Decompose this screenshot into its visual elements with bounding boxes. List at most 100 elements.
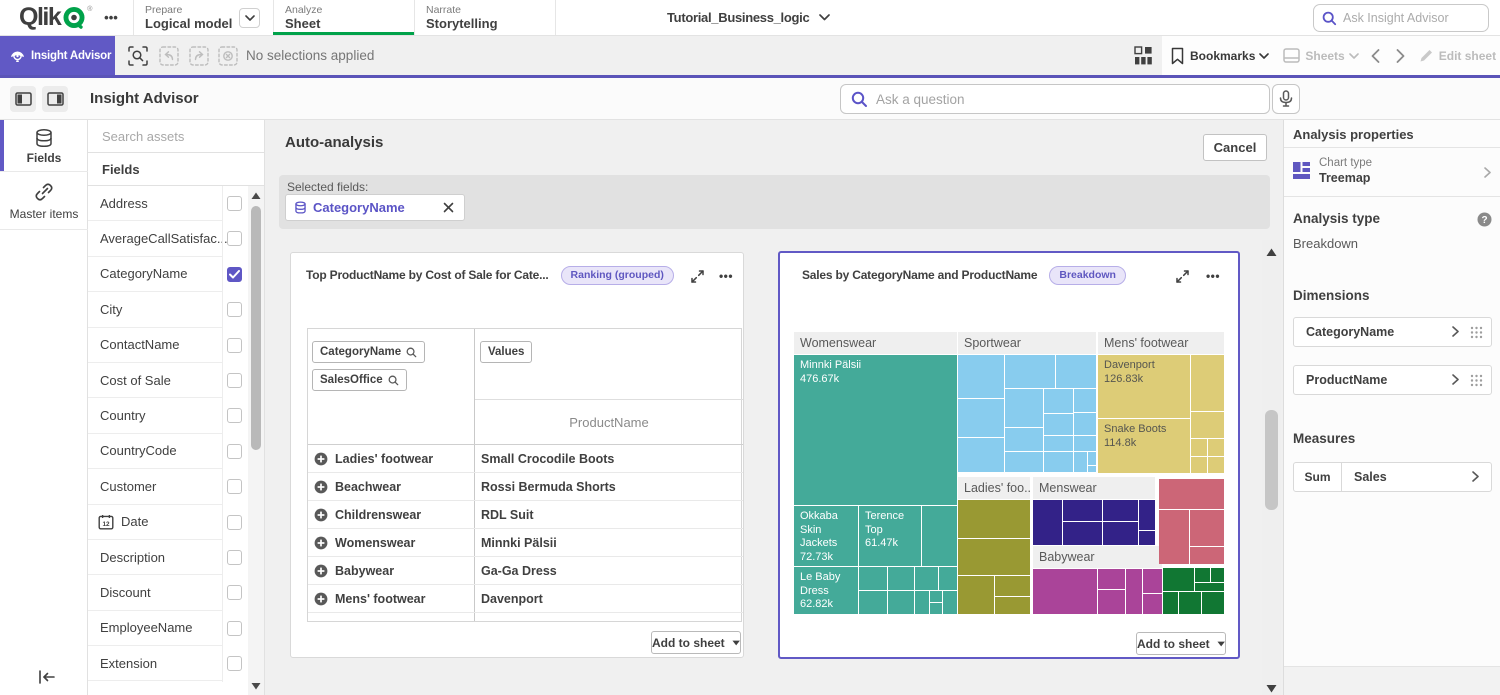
treemap-cell[interactable]: Terence Top 61.47k xyxy=(859,506,921,566)
treemap-cell[interactable] xyxy=(1143,594,1162,614)
rail-tab-master-items[interactable]: Master items xyxy=(0,172,88,230)
field-item-customer[interactable]: Customer xyxy=(88,469,222,505)
global-menu-dots-icon[interactable]: ••• xyxy=(104,10,118,25)
treemap-cell[interactable] xyxy=(1159,479,1224,509)
treemap-cell[interactable] xyxy=(1126,569,1142,614)
field-item-employeename[interactable]: EmployeeName xyxy=(88,611,222,647)
treemap-cell[interactable] xyxy=(930,603,942,614)
treemap-cell[interactable] xyxy=(1139,531,1155,545)
field-checkbox-city[interactable] xyxy=(227,302,242,318)
search-assets-input[interactable]: Search assets xyxy=(88,120,264,153)
pivot-category-cell[interactable]: Babywear xyxy=(335,564,395,578)
treemap-cell[interactable]: Le Baby Dress 62.82k xyxy=(794,567,858,614)
expand-icon[interactable] xyxy=(1173,267,1191,285)
add-to-sheet-button[interactable]: Add to sheet xyxy=(1136,632,1226,655)
pivot-category-cell[interactable]: Childrenswear xyxy=(335,508,422,522)
pivot-product-cell[interactable]: Davenport xyxy=(481,592,543,606)
scroll-up-icon[interactable] xyxy=(251,192,261,200)
treemap-cell[interactable] xyxy=(922,506,957,566)
help-icon[interactable]: ? xyxy=(1477,212,1492,227)
treemap-cell[interactable] xyxy=(958,539,1030,575)
treemap-cell[interactable] xyxy=(1033,500,1062,545)
expand-plus-icon[interactable] xyxy=(314,480,328,494)
treemap[interactable]: Womenswear Minnki Pälsii 476.67k Okkaba Skin… xyxy=(794,332,1224,614)
field-item-contactname[interactable]: ContactName xyxy=(88,328,222,363)
treemap-cell[interactable] xyxy=(859,591,887,614)
field-item-categoryname[interactable]: CategoryName xyxy=(88,257,222,293)
expand-plus-icon[interactable] xyxy=(314,564,328,578)
field-checkbox-extension[interactable] xyxy=(227,656,242,672)
treemap-cell[interactable] xyxy=(1143,569,1162,593)
field-item-discount[interactable]: Discount xyxy=(88,575,222,611)
step-forward-icon[interactable] xyxy=(188,45,209,66)
field-checkbox-countrycode[interactable] xyxy=(227,443,242,459)
field-item-city[interactable]: City xyxy=(88,292,222,328)
treemap-cell[interactable] xyxy=(1190,510,1224,546)
treemap-cell[interactable] xyxy=(1195,568,1210,582)
app-objects-icon[interactable] xyxy=(1133,45,1154,66)
field-checkbox-discount[interactable] xyxy=(227,585,242,601)
pivot-dim-chip-salesoffice[interactable]: SalesOffice xyxy=(312,369,407,391)
treemap-cell[interactable] xyxy=(1191,457,1207,473)
treemap-cell[interactable] xyxy=(958,438,1004,472)
add-to-sheet-button[interactable]: Add to sheet xyxy=(651,631,741,654)
treemap-cell[interactable] xyxy=(1088,466,1096,472)
treemap-cell[interactable] xyxy=(1208,439,1224,456)
treemap-cell[interactable] xyxy=(1063,500,1102,521)
treemap-cell[interactable] xyxy=(1005,389,1043,427)
expand-plus-icon[interactable] xyxy=(314,452,328,466)
field-item-country[interactable]: Country xyxy=(88,398,222,434)
field-item-averagecallsatisfac[interactable]: AverageCallSatisfac... xyxy=(88,221,228,257)
assets-scrollbar-thumb[interactable] xyxy=(251,206,261,450)
scroll-down-icon[interactable] xyxy=(1266,684,1277,693)
treemap-cell[interactable] xyxy=(1163,568,1194,591)
treemap-cell[interactable] xyxy=(1005,452,1043,472)
treemap-cell[interactable] xyxy=(888,567,914,590)
treemap-cell[interactable] xyxy=(1139,500,1155,530)
expand-plus-icon[interactable] xyxy=(314,536,328,550)
previous-sheet-button[interactable] xyxy=(1371,48,1380,63)
field-checkbox-employeename[interactable] xyxy=(227,620,242,636)
scroll-down-icon[interactable] xyxy=(251,682,261,690)
treemap-cell[interactable] xyxy=(1098,590,1125,614)
treemap-cell[interactable] xyxy=(1211,568,1224,582)
tab-analyze[interactable]: Analyze Sheet xyxy=(273,0,414,35)
pivot-category-cell[interactable]: Beachwear xyxy=(335,480,402,494)
app-title[interactable]: Tutorial_Business_logic xyxy=(667,0,831,35)
pivot-dim-chip-categoryname[interactable]: CategoryName xyxy=(312,341,426,363)
edit-sheet-button[interactable]: Edit sheet xyxy=(1419,48,1500,63)
treemap-cell[interactable] xyxy=(1202,592,1224,614)
treemap-cell[interactable]: Minnki Pälsii 476.67k xyxy=(794,355,957,505)
pivot-analysis-card[interactable]: Top ProductName by Cost of Sale for Cate… xyxy=(290,252,744,658)
treemap-cell[interactable] xyxy=(888,591,914,614)
treemap-cell[interactable] xyxy=(995,576,1030,596)
pivot-product-cell[interactable]: Small Crocodile Boots xyxy=(481,452,615,466)
treemap-cell[interactable] xyxy=(1074,389,1096,412)
treemap-cell[interactable] xyxy=(1103,522,1138,545)
treemap-cell[interactable] xyxy=(1163,592,1178,614)
toggle-left-panel-button[interactable] xyxy=(10,86,36,112)
treemap-cell[interactable] xyxy=(1044,452,1073,472)
voice-input-button[interactable] xyxy=(1272,84,1300,114)
pivot-values-chip[interactable]: Values xyxy=(480,341,533,363)
clear-selections-icon[interactable] xyxy=(217,45,238,66)
pivot-row[interactable]: Ladies' footwear Small Crocodile Boots xyxy=(308,445,743,473)
pivot-row[interactable]: Beachwear Rossi Bermuda Shorts xyxy=(308,473,743,501)
field-item-extension[interactable]: Extension xyxy=(88,646,222,682)
step-back-icon[interactable] xyxy=(158,45,179,66)
pivot-category-cell[interactable]: Ladies' footwear xyxy=(335,452,434,466)
treemap-cell[interactable] xyxy=(1088,452,1096,465)
pivot-row[interactable]: Childrenswear RDL Suit xyxy=(308,501,743,529)
treemap-cell[interactable] xyxy=(1044,389,1073,413)
field-checkbox-customer[interactable] xyxy=(227,479,242,495)
pivot-product-cell[interactable]: Minnki Pälsii xyxy=(481,536,557,550)
field-item-countrycode[interactable]: CountryCode xyxy=(88,434,222,470)
treemap-cell[interactable] xyxy=(1044,436,1073,451)
scroll-up-icon[interactable] xyxy=(1266,248,1277,257)
tab-narrate[interactable]: Narrate Storytelling xyxy=(414,0,555,35)
expand-plus-icon[interactable] xyxy=(314,508,328,522)
pivot-row[interactable]: Babywear Ga-Ga Dress xyxy=(308,557,743,585)
main-scrollbar-thumb[interactable] xyxy=(1265,410,1278,510)
pivot-category-cell[interactable]: Womenswear xyxy=(335,536,416,550)
treemap-cell[interactable] xyxy=(915,567,938,590)
